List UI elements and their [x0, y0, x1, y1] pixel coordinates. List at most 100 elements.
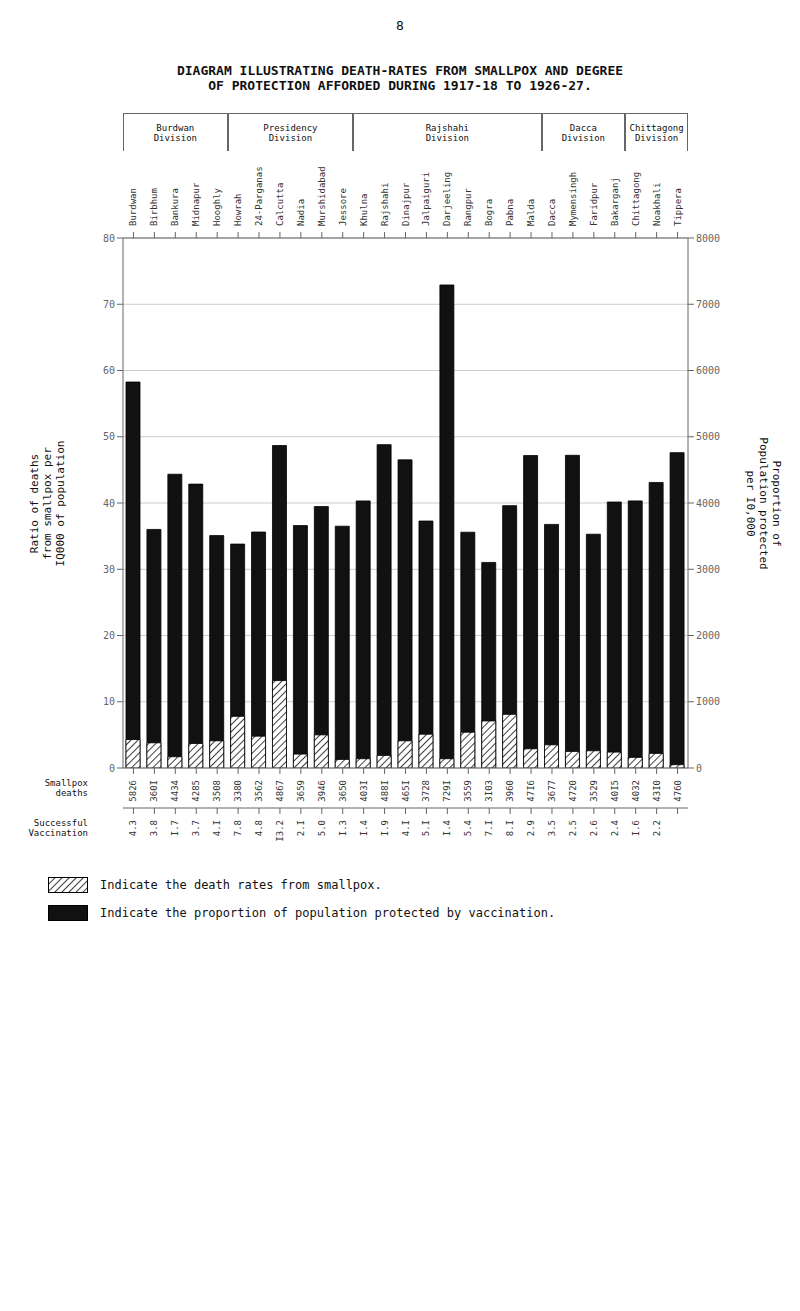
svg-text:4.I: 4.I — [212, 820, 222, 836]
svg-text:3559: 3559 — [463, 780, 473, 802]
svg-text:5826: 5826 — [128, 780, 138, 802]
svg-text:2.4: 2.4 — [610, 820, 620, 836]
svg-text:Birbhum: Birbhum — [149, 188, 159, 226]
svg-text:10: 10 — [103, 696, 115, 707]
html-text:Ratio of deaths from smallpox: Ratio of deaths from smallpox per IQ000 … — [28, 440, 68, 566]
svg-text:3.7: 3.7 — [191, 820, 201, 836]
svg-text:4285: 4285 — [191, 780, 201, 802]
svg-text:Murshidabad: Murshidabad — [317, 166, 327, 226]
svg-text:Rajshahi: Rajshahi — [380, 183, 390, 226]
svg-text:I000: I000 — [696, 696, 720, 707]
svg-text:5.I: 5.I — [421, 820, 431, 836]
svg-text:Mymensingh: Mymensingh — [568, 172, 578, 226]
svg-text:360I: 360I — [149, 780, 159, 802]
svg-text:Chittagong: Chittagong — [631, 172, 641, 226]
svg-text:465I: 465I — [401, 780, 411, 802]
svg-text:Dacca: Dacca — [547, 199, 557, 226]
svg-text:5000: 5000 — [696, 431, 720, 442]
svg-text:7.I: 7.I — [484, 820, 494, 836]
svg-text:2.I: 2.I — [296, 820, 306, 836]
svg-text:4.8: 4.8 — [254, 820, 264, 836]
svg-text:60: 60 — [103, 365, 115, 376]
svg-text:20: 20 — [103, 630, 115, 641]
svg-text:30: 30 — [103, 564, 115, 575]
svg-text:4000: 4000 — [696, 498, 720, 509]
svg-text:4434: 4434 — [170, 780, 180, 802]
svg-text:50: 50 — [103, 431, 115, 442]
svg-text:Malda: Malda — [526, 199, 536, 226]
svg-text:Darjeeling: Darjeeling — [442, 172, 452, 226]
svg-text:488I: 488I — [380, 780, 390, 802]
svg-text:Midnapur: Midnapur — [191, 182, 201, 226]
svg-text:Calcutta: Calcutta — [275, 183, 285, 226]
svg-text:3728: 3728 — [421, 780, 431, 802]
svg-text:Tippera: Tippera — [673, 188, 683, 226]
svg-text:3946: 3946 — [317, 780, 327, 802]
svg-text:40: 40 — [103, 498, 115, 509]
svg-text:5.4: 5.4 — [463, 820, 473, 836]
svg-text:70: 70 — [103, 299, 115, 310]
svg-text:7000: 7000 — [696, 299, 720, 310]
svg-text:5.0: 5.0 — [317, 820, 327, 836]
svg-text:Howrah: Howrah — [233, 193, 243, 226]
svg-text:0: 0 — [109, 763, 115, 774]
svg-text:0: 0 — [696, 763, 702, 774]
svg-text:Khulna: Khulna — [359, 193, 369, 226]
svg-text:4032: 4032 — [631, 780, 641, 802]
svg-text:47I6: 47I6 — [526, 780, 536, 802]
svg-text:729I: 729I — [442, 780, 452, 802]
svg-text:3562: 3562 — [254, 780, 264, 802]
svg-text:3677: 3677 — [547, 780, 557, 802]
svg-text:I.3: I.3 — [338, 820, 348, 836]
svg-text:Nadia: Nadia — [296, 199, 306, 226]
svg-text:2.6: 2.6 — [589, 820, 599, 836]
svg-text:3529: 3529 — [589, 780, 599, 802]
svg-text:6000: 6000 — [696, 365, 720, 376]
svg-text:I3.2: I3.2 — [275, 820, 285, 842]
svg-text:4760: 4760 — [673, 780, 683, 802]
svg-text:I.7: I.7 — [170, 820, 180, 836]
svg-text:8000: 8000 — [696, 233, 720, 244]
svg-text:Rangpur: Rangpur — [463, 187, 473, 226]
svg-text:Dinajpur: Dinajpur — [401, 182, 411, 226]
svg-text:3650: 3650 — [338, 780, 348, 802]
svg-text:Pabna: Pabna — [505, 199, 515, 226]
svg-text:I.6: I.6 — [631, 820, 641, 836]
svg-text:24-Parganas: 24-Parganas — [254, 166, 264, 226]
svg-text:Jalpaiguri: Jalpaiguri — [421, 172, 431, 226]
svg-text:403I: 403I — [359, 780, 369, 802]
svg-text:Bankura: Bankura — [170, 188, 180, 226]
svg-text:I.9: I.9 — [380, 820, 390, 836]
svg-text:3960: 3960 — [505, 780, 515, 802]
svg-text:3I03: 3I03 — [484, 780, 494, 802]
svg-text:80: 80 — [103, 233, 115, 244]
svg-text:2.9: 2.9 — [526, 820, 536, 836]
svg-text:I.4: I.4 — [359, 820, 369, 836]
svg-text:3380: 3380 — [233, 780, 243, 802]
svg-text:43I0: 43I0 — [652, 780, 662, 802]
svg-text:Faridpur: Faridpur — [589, 182, 599, 226]
svg-text:3000: 3000 — [696, 564, 720, 575]
svg-text:4.3: 4.3 — [128, 820, 138, 836]
svg-text:4867: 4867 — [275, 780, 285, 802]
svg-text:3.8: 3.8 — [149, 820, 159, 836]
svg-text:7.8: 7.8 — [233, 820, 243, 836]
svg-text:Hooghly: Hooghly — [212, 187, 222, 226]
svg-text:4.I: 4.I — [401, 820, 411, 836]
svg-text:2.5: 2.5 — [568, 820, 578, 836]
html-text:Proportion of Population prote: Proportion of Population protected per I… — [743, 436, 783, 570]
svg-text:Noakhali: Noakhali — [652, 183, 662, 226]
svg-text:4720: 4720 — [568, 780, 578, 802]
svg-text:2000: 2000 — [696, 630, 720, 641]
svg-text:I.4: I.4 — [442, 820, 452, 836]
svg-text:3.5: 3.5 — [547, 820, 557, 836]
svg-text:Bogra: Bogra — [484, 199, 494, 226]
svg-text:Jessore: Jessore — [338, 188, 348, 226]
svg-text:Burdwan: Burdwan — [128, 188, 138, 226]
svg-text:8.I: 8.I — [505, 820, 515, 836]
svg-text:Bakarganj: Bakarganj — [610, 177, 620, 226]
svg-text:40I5: 40I5 — [610, 780, 620, 802]
svg-text:3508: 3508 — [212, 780, 222, 802]
svg-text:2.2: 2.2 — [652, 820, 662, 836]
svg-text:3659: 3659 — [296, 780, 306, 802]
